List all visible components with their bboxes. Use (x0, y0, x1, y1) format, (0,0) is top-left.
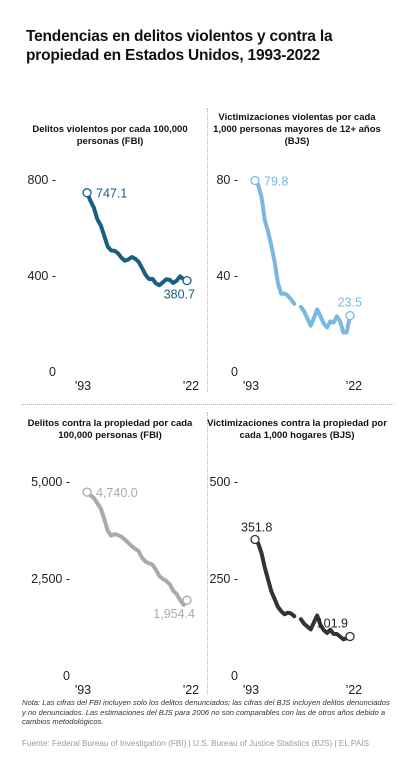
end-marker (345, 310, 355, 321)
y-tick-label: 0 (231, 669, 238, 683)
y-tick-label: 800 - (28, 173, 57, 187)
series-line (85, 190, 189, 288)
y-tick-label: 500 - (210, 475, 239, 489)
x-tick-label: '22 (346, 379, 362, 393)
x-tick-label: '93 (243, 379, 259, 393)
series-line (253, 537, 297, 619)
start-value-label: 79.8 (264, 174, 288, 188)
y-tick-label: 250 - (210, 572, 239, 586)
end-value-label: 380.7 (164, 288, 195, 302)
start-value-label: 747.1 (96, 187, 127, 201)
series-line (298, 613, 352, 642)
chart-title-violent-bjs: Victimizaciones violentas por cada 1,000… (213, 112, 381, 147)
x-tick-label: '22 (183, 683, 199, 697)
source-line: Fuente: Federal Bureau of Investigation … (22, 739, 369, 748)
x-tick-label: '93 (75, 683, 91, 697)
x-tick-label: '22 (346, 683, 362, 697)
end-marker (345, 631, 355, 642)
start-marker (250, 175, 260, 186)
start-value-label: 4,740.0 (96, 486, 138, 500)
series-line (85, 490, 189, 607)
start-marker (82, 188, 92, 198)
page-title: Tendencias en delitos violentos y contra… (26, 28, 333, 64)
end-value-label: 101.9 (317, 616, 348, 630)
start-marker (82, 487, 92, 497)
footnote: Nota: Las cifras del FBI incluyen solo l… (22, 698, 390, 727)
x-tick-label: '22 (183, 379, 199, 393)
end-marker (182, 595, 192, 605)
start-value-label: 351.8 (241, 521, 272, 535)
series-line (298, 305, 352, 335)
y-tick-label: 0 (63, 669, 70, 683)
series-line (253, 178, 297, 306)
horizontal-divider (22, 404, 394, 405)
end-marker (182, 275, 192, 286)
chart-title-violent-fbi: Delitos violentos por cada 100,000 perso… (32, 124, 188, 147)
x-tick-label: '93 (75, 379, 91, 393)
chart-title-property-fbi: Delitos contra la propiedad por cada 100… (27, 418, 193, 441)
end-value-label: 23.5 (338, 296, 362, 310)
vertical-divider-bottom (207, 412, 208, 694)
y-tick-label: 0 (49, 365, 56, 379)
start-marker (250, 534, 260, 545)
chart-title-property-bjs: Victimizaciones contra la propiedad por … (207, 418, 387, 441)
y-tick-label: 40 - (216, 269, 238, 283)
end-value-label: 1,954.4 (153, 607, 195, 621)
vertical-divider-top (207, 108, 208, 392)
y-tick-label: 80 - (216, 173, 238, 187)
y-tick-label: 5,000 - (31, 475, 70, 489)
y-tick-label: 400 - (28, 269, 57, 283)
y-tick-label: 0 (231, 365, 238, 379)
y-tick-label: 2,500 - (31, 572, 70, 586)
x-tick-label: '93 (243, 683, 259, 697)
